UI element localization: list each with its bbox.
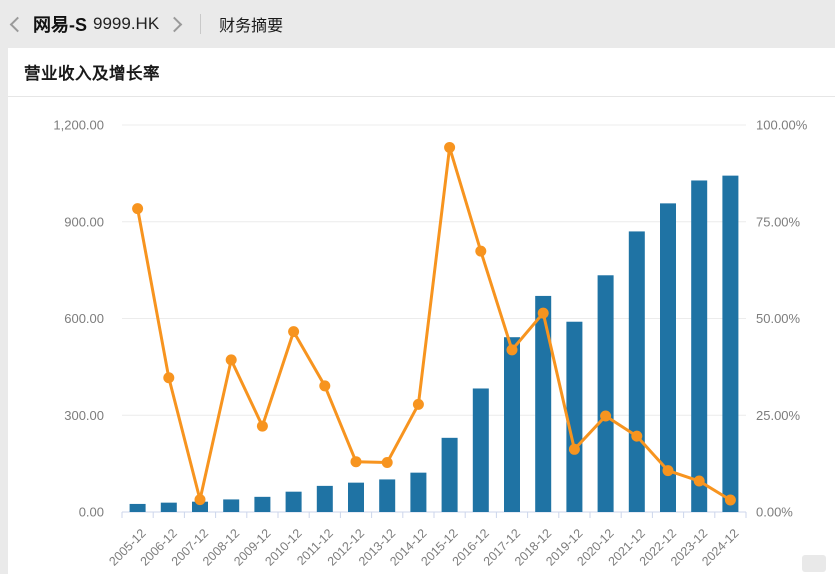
point-2019-12[interactable]	[568, 443, 580, 455]
point-2006-12[interactable]	[163, 372, 175, 384]
bar-2018-12[interactable]	[535, 295, 552, 512]
left-axis-tick-label: 600.00	[64, 311, 104, 326]
right-axis-tick-label: 25.00%	[756, 408, 801, 423]
point-2011-12[interactable]	[319, 380, 331, 392]
bar-2007-12[interactable]	[192, 501, 208, 512]
bar-2019-12[interactable]	[566, 321, 583, 512]
point-2012-12[interactable]	[350, 456, 362, 468]
point-2013-12[interactable]	[381, 456, 393, 468]
content-card: 营业收入及增长率 0.00 0.00% 300.00 25.00% 600.00 50.0…	[8, 48, 835, 574]
right-axis-tick-label: 75.00%	[756, 214, 801, 229]
point-2007-12[interactable]	[194, 494, 206, 506]
bar-2023-12[interactable]	[691, 180, 708, 512]
left-axis-tick-label: 0.00	[79, 505, 104, 520]
chevron-left-icon[interactable]	[9, 16, 26, 32]
right-axis-tick-label: 50.00%	[756, 311, 801, 326]
stock-name: 网易-S	[33, 15, 87, 35]
bar-2009-12[interactable]	[254, 496, 271, 512]
right-axis-tick-label: 0.00%	[756, 505, 793, 520]
point-2023-12[interactable]	[693, 475, 705, 487]
revenue-growth-chart: 0.00 0.00% 300.00 25.00% 600.00 50.00% 900.00 7…	[8, 98, 835, 574]
right-axis-tick-label: 100.00%	[756, 118, 808, 133]
point-2016-12[interactable]	[475, 245, 487, 257]
left-axis-tick-label: 900.00	[64, 214, 104, 229]
top-bar: 网易-S 9999.HK 财务摘要	[0, 0, 835, 48]
point-2009-12[interactable]	[256, 420, 268, 432]
point-2024-12[interactable]	[724, 494, 736, 506]
scrollbar-thumb[interactable]	[802, 555, 826, 572]
left-axis-tick-label: 300.00	[64, 408, 104, 423]
bar-2012-12[interactable]	[348, 482, 364, 512]
bar-2016-12[interactable]	[472, 388, 489, 512]
bar-2021-12[interactable]	[628, 231, 645, 513]
bar-2011-12[interactable]	[316, 485, 333, 512]
point-2018-12[interactable]	[537, 307, 549, 319]
bar-2010-12[interactable]	[285, 491, 302, 512]
point-2021-12[interactable]	[631, 430, 643, 442]
chart-title: 营业收入及增长率	[24, 65, 160, 83]
card-header: 营业收入及增长率	[8, 48, 835, 97]
growth-line	[136, 145, 732, 502]
bar-2006-12[interactable]	[160, 502, 177, 512]
bar-2013-12[interactable]	[379, 479, 396, 512]
bar-2008-12[interactable]	[223, 499, 240, 512]
point-2015-12[interactable]	[444, 141, 456, 153]
point-2017-12[interactable]	[506, 344, 518, 356]
chart-canvas: 0.00 0.00% 300.00 25.00% 600.00 50.00% 900.00 7…	[53, 118, 808, 569]
bar-2017-12[interactable]	[504, 337, 520, 512]
left-axis-tick-label: 1,200.00	[53, 118, 104, 133]
tab-financial-summary[interactable]: 财务摘要	[219, 18, 284, 35]
bar-2022-12[interactable]	[660, 203, 676, 512]
chevron-right-icon[interactable]	[166, 16, 183, 32]
point-2010-12[interactable]	[288, 326, 300, 338]
bar-2015-12[interactable]	[441, 437, 458, 512]
point-2008-12[interactable]	[225, 354, 237, 366]
bar-2020-12[interactable]	[597, 275, 614, 512]
point-2020-12[interactable]	[600, 410, 612, 422]
point-2022-12[interactable]	[662, 465, 674, 477]
bar-2005-12[interactable]	[129, 503, 146, 512]
breadcrumb-divider	[200, 14, 202, 34]
bar-2024-12[interactable]	[722, 175, 739, 512]
point-2014-12[interactable]	[412, 398, 424, 410]
bar-2014-12[interactable]	[410, 472, 427, 512]
stock-code: 9999.HK	[93, 14, 160, 33]
point-2005-12[interactable]	[132, 203, 144, 215]
